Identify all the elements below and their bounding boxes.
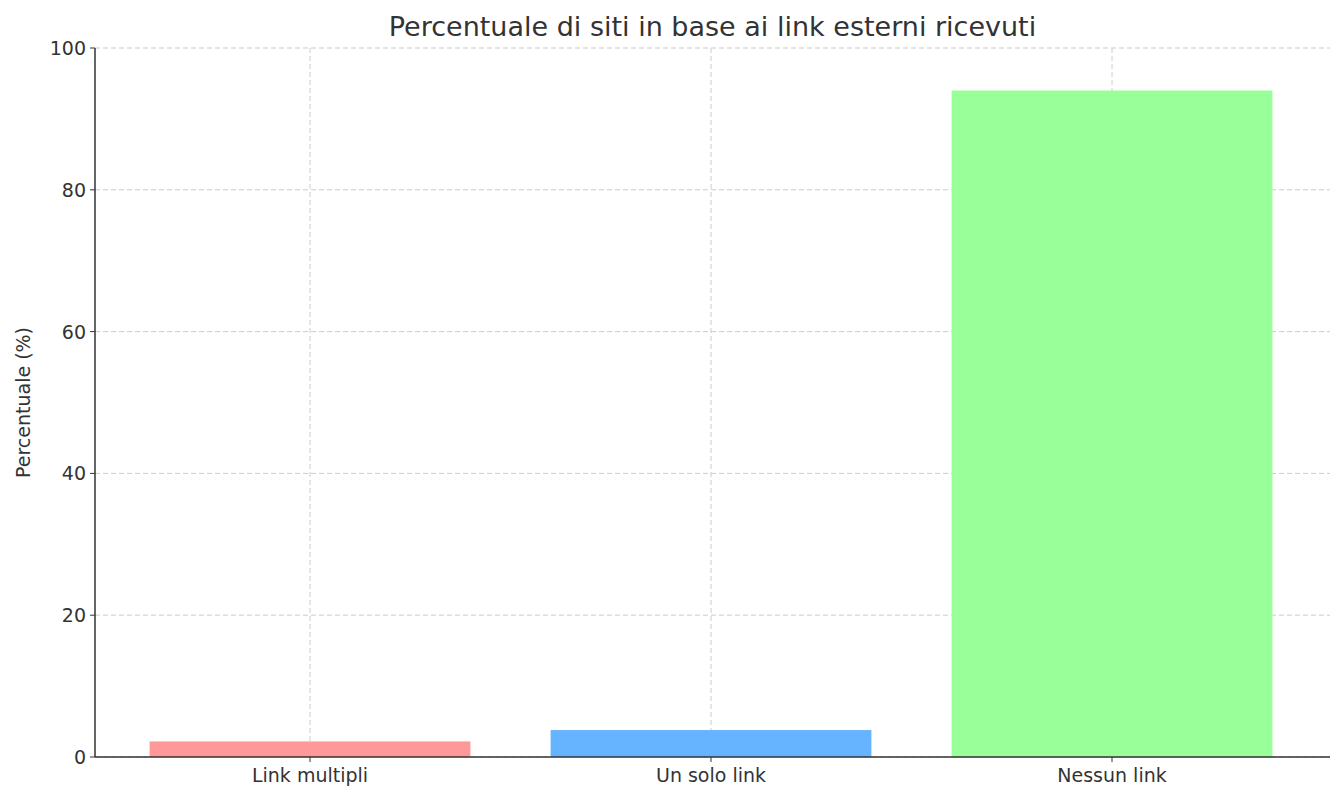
chart: 0 20 40 60 80 100 Link multipli Un solo link Nes… (0, 0, 1342, 800)
y-tick-label: 100 (50, 37, 86, 59)
y-tick (90, 189, 95, 190)
x-tick (711, 757, 712, 762)
bar (150, 741, 471, 757)
x-grid-line (310, 48, 311, 757)
y-grid-line (95, 48, 1330, 49)
y-tick (90, 473, 95, 474)
x-tick-label: Nessun link (1057, 764, 1166, 786)
title: Percentuale di siti in base ai link este… (389, 11, 1036, 42)
y-axis-label: Percentuale (%) (12, 327, 34, 478)
grid (95, 48, 1330, 757)
y-tick (90, 48, 95, 49)
x-tick (1112, 757, 1113, 762)
y-tick-label: 20 (62, 604, 86, 626)
y-tick (90, 331, 95, 332)
y-tick-label: 60 (62, 321, 86, 343)
bar (952, 91, 1273, 757)
x-grid-line (711, 48, 712, 757)
x-tick-label: Un solo link (656, 764, 766, 786)
x-axis-line (95, 756, 1330, 758)
y-grid-line (95, 757, 1330, 758)
bars (150, 91, 1273, 757)
bar (551, 730, 872, 757)
x-tick (310, 757, 311, 762)
y-tick-label: 80 (62, 179, 86, 201)
y-tick-label: 0 (74, 746, 86, 768)
x-tick-label: Link multipli (252, 764, 368, 786)
y-tick-label: 40 (62, 462, 86, 484)
y-tick (90, 757, 95, 758)
y-tick (90, 615, 95, 616)
y-axis-line (94, 48, 96, 757)
